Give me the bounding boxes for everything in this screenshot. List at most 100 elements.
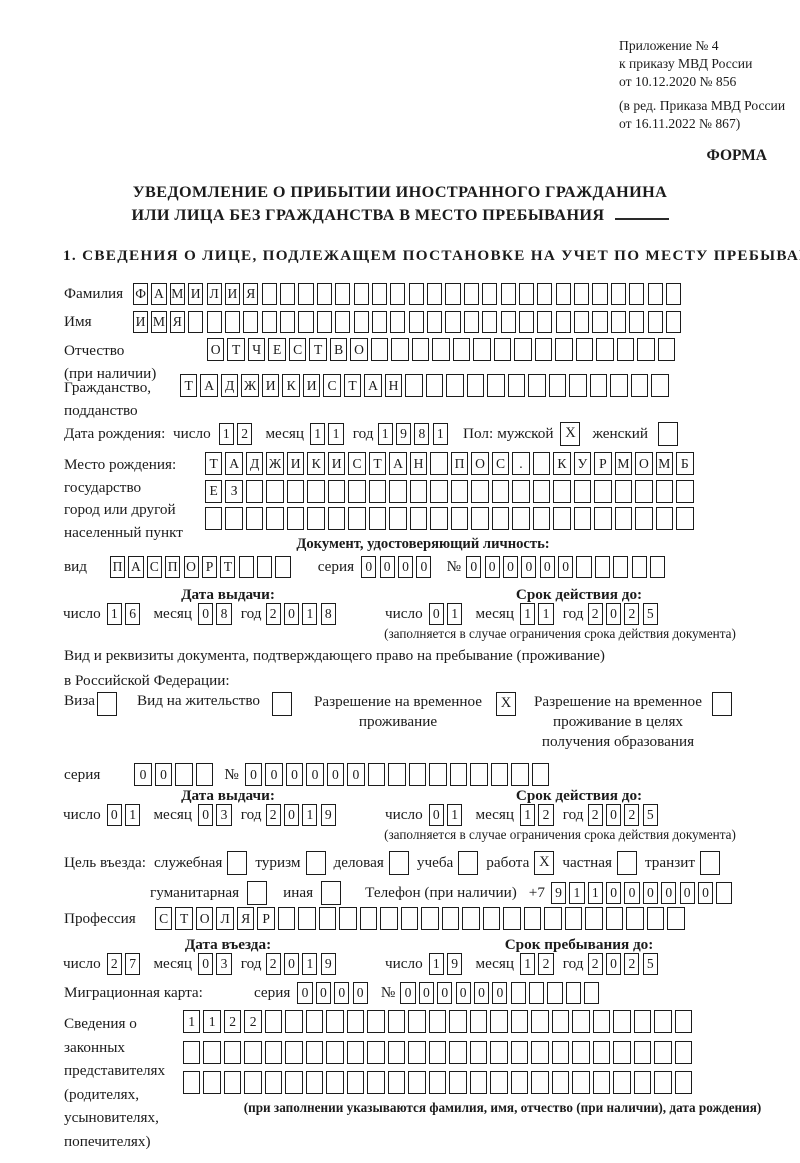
form-cell[interactable] (528, 374, 546, 397)
form-cell[interactable]: 1 (447, 603, 463, 625)
form-cell[interactable] (613, 1010, 631, 1033)
form-cell[interactable]: С (288, 338, 307, 361)
form-cell[interactable] (491, 507, 510, 531)
representatives-cells-row2[interactable] (183, 1040, 695, 1064)
form-cell[interactable]: 0 (606, 881, 622, 904)
form-cell[interactable]: С (348, 452, 366, 475)
purpose-transit-checkbox[interactable] (700, 851, 721, 875)
form-cell[interactable] (551, 1010, 570, 1033)
form-cell[interactable]: Н (384, 374, 403, 397)
form-cell[interactable] (223, 1040, 242, 1064)
sex-male-checkbox[interactable]: X (560, 422, 581, 446)
form-cell[interactable] (225, 507, 243, 531)
form-cell[interactable] (573, 479, 592, 503)
form-cell[interactable] (298, 907, 316, 930)
form-cell[interactable] (657, 338, 676, 361)
form-cell[interactable] (633, 1010, 652, 1033)
form-cell[interactable] (286, 507, 305, 531)
form-cell[interactable] (676, 507, 694, 531)
form-cell[interactable] (449, 763, 468, 786)
form-cell[interactable] (390, 311, 406, 333)
form-cell[interactable] (490, 1040, 508, 1064)
form-cell[interactable] (531, 763, 549, 786)
form-cell[interactable] (518, 311, 535, 333)
form-cell[interactable] (203, 1071, 221, 1094)
form-cell[interactable] (510, 982, 526, 1004)
form-cell[interactable]: У (573, 452, 592, 475)
form-cell[interactable]: 0 (416, 556, 432, 578)
form-cell[interactable] (441, 907, 460, 930)
form-cell[interactable] (387, 1010, 406, 1033)
form-cell[interactable] (389, 479, 407, 503)
form-cell[interactable] (473, 338, 491, 361)
form-cell[interactable]: 1 (106, 603, 122, 625)
form-cell[interactable]: 1 (218, 422, 234, 445)
purpose-official-checkbox[interactable] (227, 851, 248, 875)
form-cell[interactable]: 0 (539, 556, 555, 578)
form-cell[interactable]: 1 (302, 953, 318, 975)
form-cell[interactable] (450, 479, 469, 503)
form-cell[interactable] (630, 374, 649, 397)
form-cell[interactable] (368, 507, 387, 531)
form-cell[interactable] (390, 283, 406, 305)
form-cell[interactable] (391, 338, 409, 361)
form-cell[interactable] (482, 907, 501, 930)
form-cell[interactable] (244, 1071, 262, 1094)
form-cell[interactable]: З (225, 479, 243, 503)
form-cell[interactable] (244, 1040, 262, 1064)
form-cell[interactable]: 9 (395, 422, 412, 445)
form-cell[interactable] (346, 1040, 365, 1064)
form-cell[interactable] (224, 311, 241, 333)
form-cell[interactable] (500, 283, 516, 305)
form-cell[interactable]: И (133, 311, 149, 333)
form-cell[interactable] (512, 507, 530, 531)
form-cell[interactable]: М (655, 452, 674, 475)
form-cell[interactable]: 0 (361, 556, 377, 578)
form-cell[interactable] (389, 507, 407, 531)
form-cell[interactable]: 0 (265, 763, 283, 786)
form-cell[interactable] (428, 1071, 447, 1094)
sex-female-checkbox[interactable] (658, 422, 679, 446)
form-cell[interactable]: 9 (320, 804, 336, 826)
form-cell[interactable]: 0 (502, 556, 519, 578)
form-cell[interactable] (245, 507, 264, 531)
form-cell[interactable] (408, 311, 424, 333)
representatives-cells-row3[interactable] (183, 1071, 695, 1094)
form-cell[interactable]: 1 (125, 804, 141, 826)
form-cell[interactable] (655, 479, 674, 503)
form-cell[interactable] (572, 1040, 590, 1064)
form-cell[interactable] (547, 982, 563, 1004)
form-cell[interactable] (430, 507, 448, 531)
form-cell[interactable] (316, 283, 332, 305)
form-cell[interactable] (469, 1040, 488, 1064)
form-cell[interactable] (409, 479, 428, 503)
form-cell[interactable] (183, 1040, 201, 1064)
form-cell[interactable]: С (155, 907, 173, 930)
form-cell[interactable] (596, 338, 614, 361)
form-cell[interactable]: 1 (302, 804, 318, 826)
form-cell[interactable]: 0 (455, 982, 471, 1004)
form-cell[interactable] (427, 311, 443, 333)
form-cell[interactable]: 3 (216, 953, 232, 975)
form-cell[interactable]: 0 (605, 953, 622, 975)
form-cell[interactable]: А (364, 374, 382, 397)
form-cell[interactable] (631, 556, 647, 578)
form-cell[interactable] (367, 1040, 385, 1064)
form-cell[interactable] (511, 763, 529, 786)
purpose-private-checkbox[interactable] (616, 851, 637, 875)
form-cell[interactable]: А (225, 452, 243, 475)
form-cell[interactable]: 2 (587, 603, 603, 625)
form-cell[interactable] (531, 1040, 549, 1064)
form-cell[interactable] (510, 1071, 529, 1094)
form-cell[interactable]: 2 (223, 1010, 242, 1033)
form-cell[interactable] (430, 479, 448, 503)
